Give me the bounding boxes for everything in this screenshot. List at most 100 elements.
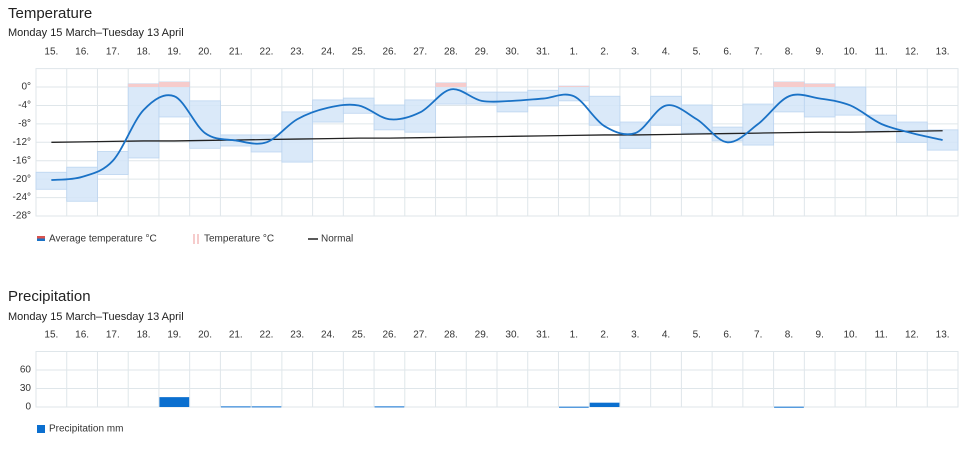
legend-label: Average temperature °C: [49, 234, 157, 245]
x-tick-label: 13.: [936, 330, 950, 341]
chart-subtitle: Monday 15 March–Tuesday 13 April: [8, 27, 184, 39]
bar: [374, 406, 405, 408]
x-tick-label: 2.: [600, 47, 608, 58]
x-tick-label: 22.: [260, 330, 274, 341]
range-above-zero: [435, 82, 467, 88]
x-tick-label: 13.: [936, 47, 950, 58]
x-tick-label: 8.: [785, 330, 793, 341]
legend-icon: [193, 234, 195, 244]
x-tick-label: 21.: [229, 330, 243, 341]
range-bar: [97, 151, 129, 175]
range-bar: [127, 83, 160, 159]
x-tick-label: 20.: [198, 330, 212, 341]
bar: [159, 397, 190, 407]
range-bar: [373, 104, 406, 131]
bar: [558, 406, 589, 408]
x-tick-label: 11.: [875, 47, 888, 58]
x-tick-label: 27.: [413, 47, 427, 58]
x-tick-label: 20.: [198, 47, 212, 58]
x-tick-label: 12.: [905, 330, 919, 341]
x-tick-label: 22.: [260, 47, 274, 58]
x-tick-label: 3.: [631, 330, 639, 341]
x-tick-label: 25.: [352, 330, 366, 341]
chart-title: Temperature: [8, 5, 92, 22]
x-tick-label: 16.: [75, 330, 89, 341]
bar: [774, 406, 804, 408]
range-bar: [35, 171, 68, 190]
x-tick-label: 18.: [137, 330, 151, 341]
range-bar: [588, 95, 621, 126]
x-tick-label: 15.: [44, 47, 58, 58]
x-tick-label: 31.: [536, 47, 550, 58]
x-tick-label: 1.: [570, 47, 578, 58]
legend-label: Temperature °C: [204, 234, 274, 245]
legend-icon: [37, 238, 45, 241]
x-tick-label: 10.: [843, 47, 857, 58]
legend-icon: [37, 425, 45, 433]
x-tick-label: 17.: [106, 330, 120, 341]
x-tick-label: 3.: [631, 47, 639, 58]
average-line: [51, 88, 943, 181]
x-tick-label: 6.: [723, 47, 731, 58]
x-tick-label: 7.: [754, 330, 762, 341]
range-above-zero: [158, 81, 190, 88]
y-tick-label: -20°: [13, 174, 31, 185]
legend-label: Normal: [321, 234, 353, 245]
x-tick-label: 29.: [475, 47, 489, 58]
x-tick-label: 31.: [536, 330, 550, 341]
range-bar: [558, 85, 590, 102]
x-tick-label: 29.: [475, 330, 489, 341]
x-tick-label: 26.: [382, 330, 396, 341]
normal-line: [51, 130, 943, 143]
y-tick-label: -16°: [13, 155, 31, 166]
x-tick-label: 7.: [754, 47, 762, 58]
x-tick-label: 9.: [816, 47, 824, 58]
x-tick-label: 24.: [321, 47, 335, 58]
x-tick-label: 19.: [167, 330, 181, 341]
x-tick-label: 5.: [693, 330, 701, 341]
y-tick-label: -12°: [13, 137, 31, 148]
range-bar: [158, 81, 191, 118]
x-tick-label: 9.: [816, 330, 824, 341]
x-tick-label: 19.: [167, 47, 181, 58]
legend-icon: [197, 234, 199, 244]
range-bar: [66, 166, 98, 202]
y-tick-label: 30: [20, 383, 32, 394]
x-tick-label: 4.: [662, 47, 670, 58]
x-tick-label: 4.: [662, 330, 670, 341]
y-tick-label: 60: [20, 365, 32, 376]
x-tick-label: 1.: [570, 330, 578, 341]
bar: [220, 406, 251, 408]
range-bar: [650, 95, 682, 126]
range-above-zero: [804, 83, 836, 88]
x-tick-label: 23.: [290, 330, 304, 341]
x-tick-label: 18.: [137, 47, 151, 58]
x-tick-label: 21.: [229, 47, 243, 58]
x-tick-label: 24.: [321, 330, 335, 341]
y-tick-label: 0°: [21, 82, 31, 93]
legend-icon: [37, 236, 45, 239]
y-tick-label: -28°: [13, 211, 31, 222]
x-tick-label: 5.: [693, 47, 701, 58]
chart-title: Precipitation: [8, 288, 91, 305]
range-above-zero: [558, 86, 590, 88]
x-tick-label: 15.: [44, 330, 58, 341]
x-tick-label: 12.: [905, 47, 919, 58]
x-tick-label: 26.: [382, 47, 396, 58]
x-tick-label: 6.: [723, 330, 731, 341]
y-tick-label: -24°: [13, 192, 31, 203]
x-tick-label: 8.: [785, 47, 793, 58]
x-tick-label: 30.: [505, 47, 519, 58]
bar: [589, 402, 620, 407]
y-tick-label: -8°: [18, 119, 31, 130]
x-tick-label: 28.: [444, 47, 458, 58]
x-tick-label: 11.: [875, 330, 888, 341]
legend-label: Precipitation mm: [49, 424, 123, 435]
range-above-zero: [128, 83, 159, 88]
x-tick-label: 2.: [600, 330, 608, 341]
y-tick-label: 0: [25, 402, 31, 413]
x-tick-label: 10.: [843, 330, 857, 341]
chart-subtitle: Monday 15 March–Tuesday 13 April: [8, 311, 184, 323]
